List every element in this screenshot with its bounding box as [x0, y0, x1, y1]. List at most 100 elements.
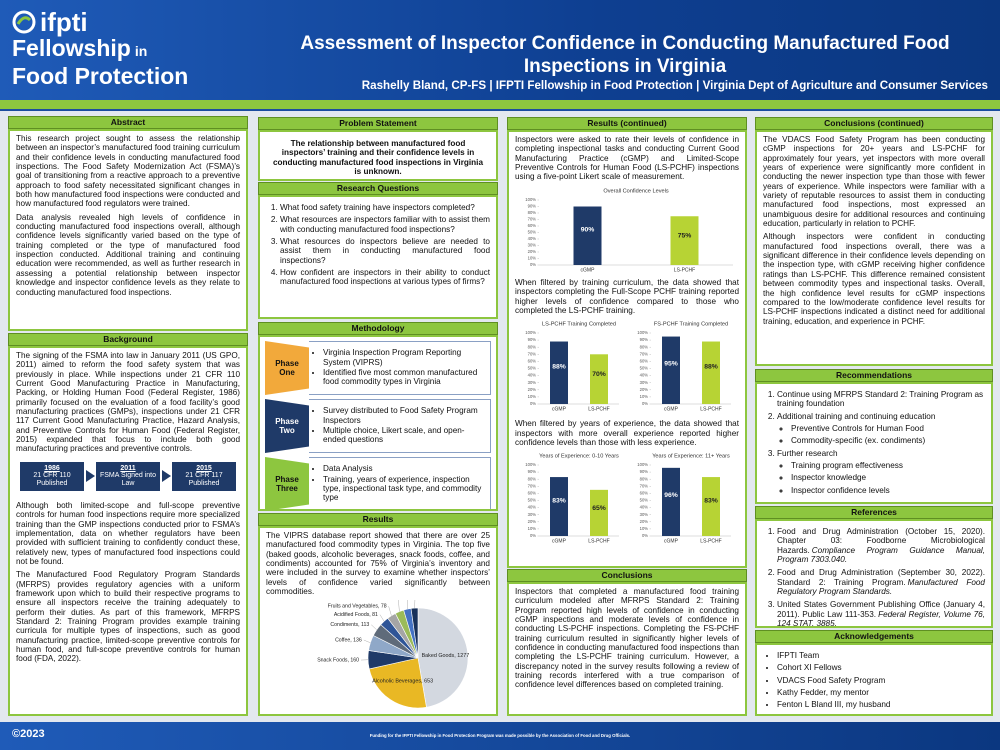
section-heading: Methodology — [258, 322, 498, 335]
y-tick-label: 0% — [642, 402, 648, 407]
section-heading: Conclusions (continued) — [755, 117, 993, 130]
recommendation-text: Additional training and continuing educa… — [777, 411, 936, 421]
y-tick-label: 10% — [528, 394, 537, 399]
paragraph: The VDACS Food Safety Program has been c… — [763, 135, 985, 229]
acknowledgement: Fenton L Bland III, my husband — [777, 700, 985, 709]
y-tick-label: 40% — [640, 505, 649, 510]
bar — [573, 206, 602, 265]
y-tick-label: 90% — [640, 338, 649, 343]
bar-chart: LS-PCHF Training Completed 0% 10% 20% 30% 40%… — [525, 322, 619, 413]
chart-title: Years of Experience: 0-10 Years — [539, 454, 619, 460]
background-box: The signing of the FSMA into law in Janu… — [8, 346, 248, 716]
recommendation: Further research Training program effecti… — [777, 449, 985, 495]
y-tick-label: 10% — [528, 255, 537, 260]
section-heading: References — [755, 506, 993, 519]
bar-chart: FS-PCHF Training Completed 0% 10% 20% 30% 40%… — [637, 322, 731, 413]
paragraph: Although both limited-scope and full-sco… — [16, 500, 240, 566]
conclusions-continued-box: The VDACS Food Safety Program has been c… — [755, 130, 993, 366]
paragraph: This research project sought to assess t… — [16, 134, 240, 209]
paragraph: The Manufactured Food Regulatory Program… — [16, 570, 240, 664]
funding-note: Funding for the IFPTI Fellowship in Food… — [369, 733, 631, 738]
y-tick-label: 40% — [528, 505, 537, 510]
bar — [550, 477, 568, 537]
x-tick-label: LS-PCHF — [588, 539, 609, 545]
reference-source: Compliance Program Guidance Manual, Prog… — [777, 545, 985, 565]
y-tick-label: 100% — [525, 463, 536, 468]
phase-row: Phase Two Survey distributed to Food Safe… — [265, 399, 491, 453]
timeline-arrow — [85, 470, 95, 483]
bar — [702, 477, 720, 537]
y-tick-label: 10% — [528, 526, 537, 531]
y-tick-label: 0% — [530, 534, 536, 539]
timeline: 1986 21 CFR 110 Published 2011 FSMA Signed … — [20, 461, 236, 491]
acknowledgement-list: IFPTI Team Cohort XI Fellows VDACS Food Sa… — [763, 651, 985, 710]
logo-brand: ifpti — [12, 8, 188, 36]
leader-line — [363, 640, 371, 644]
pie-slice — [417, 608, 469, 709]
y-tick-label: 60% — [528, 359, 537, 364]
recommendations-box: Continue using MFRPS Standard 2: Trainin… — [755, 382, 993, 504]
y-tick-label: 80% — [640, 345, 649, 350]
phase-item: Survey distributed to Food Safety Progra… — [323, 406, 486, 425]
copyright: ©2023 — [12, 728, 45, 740]
paragraph: When filtered by years of experience, th… — [515, 419, 739, 448]
y-tick-label: 100% — [525, 331, 536, 336]
y-tick-label: 50% — [528, 498, 537, 503]
y-tick-label: 90% — [528, 470, 537, 475]
logo-line: Fellowship in — [12, 36, 188, 64]
timeline-event: 2015 21 CFR 117 Published — [172, 461, 236, 491]
x-tick-label: cGMP — [664, 407, 679, 413]
recommendation-text: Continue using MFRPS Standard 2: Trainin… — [777, 390, 984, 409]
y-tick-label: 50% — [640, 366, 649, 371]
logo-line: Food Protection — [12, 63, 189, 89]
value-label: 88% — [704, 364, 718, 371]
slice-label: Snack Foods, 160 — [317, 658, 359, 664]
timeline-label: 21 CFR 110 Published — [33, 472, 71, 488]
section-heading: Conclusions — [507, 569, 747, 582]
paragraph: Inspectors that completed a manufactured… — [515, 587, 739, 690]
slice-label: Baked Goods, 1277 — [422, 653, 470, 659]
y-tick-label: 100% — [637, 331, 648, 336]
recommendation-subitem: Preventive Controls for Human Food — [791, 424, 985, 433]
timeline-event: 2011 FSMA Signed into Law — [96, 461, 160, 491]
reference: United States Government Publishing Offi… — [777, 600, 985, 628]
section-heading: Abstract — [8, 116, 248, 129]
leader-line — [388, 606, 392, 617]
section-heading: Results — [258, 513, 498, 526]
y-tick-label: 60% — [640, 491, 649, 496]
chart-title: Years of Experience: 11+ Years — [652, 454, 730, 460]
y-tick-label: 50% — [640, 498, 649, 503]
acknowledgement: Cohort XI Fellows — [777, 663, 985, 672]
reference-source: Federal Register, Volume 76, 124 STAT, 3… — [777, 609, 985, 628]
y-tick-label: 100% — [525, 197, 536, 202]
recommendation-subitem: Commodity-specific (ex. condiments) — [791, 436, 985, 445]
pie-slice — [368, 658, 427, 709]
logo-ring — [12, 10, 36, 34]
acknowledgement: IFPTI Team — [777, 651, 985, 660]
reference-text: Food and Drug Administration (September … — [777, 568, 985, 587]
chart-title: FS-PCHF Training Completed — [654, 322, 728, 328]
question: What resources are inspectors familiar w… — [280, 215, 490, 234]
paragraph: The signing of the FSMA into law in Janu… — [16, 351, 240, 454]
paragraph-group: The signing of the FSMA into law in Janu… — [16, 351, 240, 454]
paragraph: Data analysis revealed high levels of co… — [16, 212, 240, 297]
x-tick-label: LS-PCHF — [674, 267, 695, 273]
y-tick-label: 70% — [640, 352, 649, 357]
slice-label: Coffee, 136 — [335, 638, 362, 644]
phase-item: Training, years of experience, inspectio… — [323, 475, 486, 503]
logo-text: Fellowship — [12, 35, 131, 61]
chart-title: LS-PCHF Training Completed — [542, 322, 616, 328]
bar — [662, 336, 680, 405]
value-label: 83% — [704, 498, 718, 505]
paragraph: Inspectors were asked to rate their leve… — [515, 135, 739, 182]
y-tick-label: 70% — [528, 352, 537, 357]
phase-item: Virginia Inspection Program Reporting Sy… — [323, 348, 486, 367]
slice-label: Honey, 77 — [373, 600, 396, 601]
y-tick-label: 90% — [640, 470, 649, 475]
y-tick-label: 60% — [640, 359, 649, 364]
recommendation-sublist: Training program effectiveness Inspector … — [777, 461, 985, 495]
y-tick-label: 30% — [528, 380, 537, 385]
problem-box: The relationship between manufactured fo… — [258, 130, 498, 181]
y-tick-label: 20% — [640, 519, 649, 524]
recommendation-subitem: Inspector confidence levels — [791, 486, 985, 495]
